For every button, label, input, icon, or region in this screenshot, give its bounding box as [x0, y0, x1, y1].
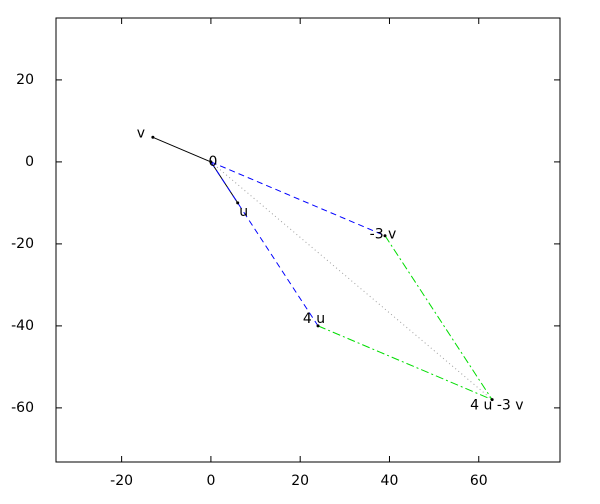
- y-tick-label: 0: [25, 154, 34, 170]
- x-tick-label: 0: [206, 473, 215, 489]
- y-tick-label: -40: [11, 318, 34, 334]
- vector-line: [152, 136, 212, 163]
- x-tick-label: 20: [291, 473, 309, 489]
- point-label: 4 u -3 v: [470, 398, 523, 414]
- y-tick-label: -60: [11, 400, 34, 416]
- vector-tip: [151, 135, 155, 139]
- y-tick-label: -20: [11, 236, 34, 252]
- vector-tip: [236, 201, 240, 205]
- y-tick-label: 20: [16, 72, 34, 88]
- point-label: -3 v: [370, 227, 397, 243]
- vector-tip: [383, 234, 387, 238]
- point-label: v: [137, 125, 145, 141]
- vector-line: [210, 161, 493, 401]
- vector-line: [384, 235, 493, 400]
- point-label: 0: [208, 154, 217, 170]
- point-label: 4 u: [303, 311, 325, 327]
- x-tick-label: 60: [470, 473, 488, 489]
- vector-tip: [490, 398, 494, 402]
- x-tick-label: 40: [381, 473, 399, 489]
- vector-line: [317, 325, 493, 401]
- x-tick-label: -20: [110, 473, 133, 489]
- vector-tip: [209, 160, 213, 164]
- point-label: u: [239, 204, 248, 220]
- vector-tip: [316, 324, 320, 328]
- plot-frame: [55, 17, 561, 463]
- vector-line: [210, 161, 386, 237]
- vector-line: [210, 161, 319, 327]
